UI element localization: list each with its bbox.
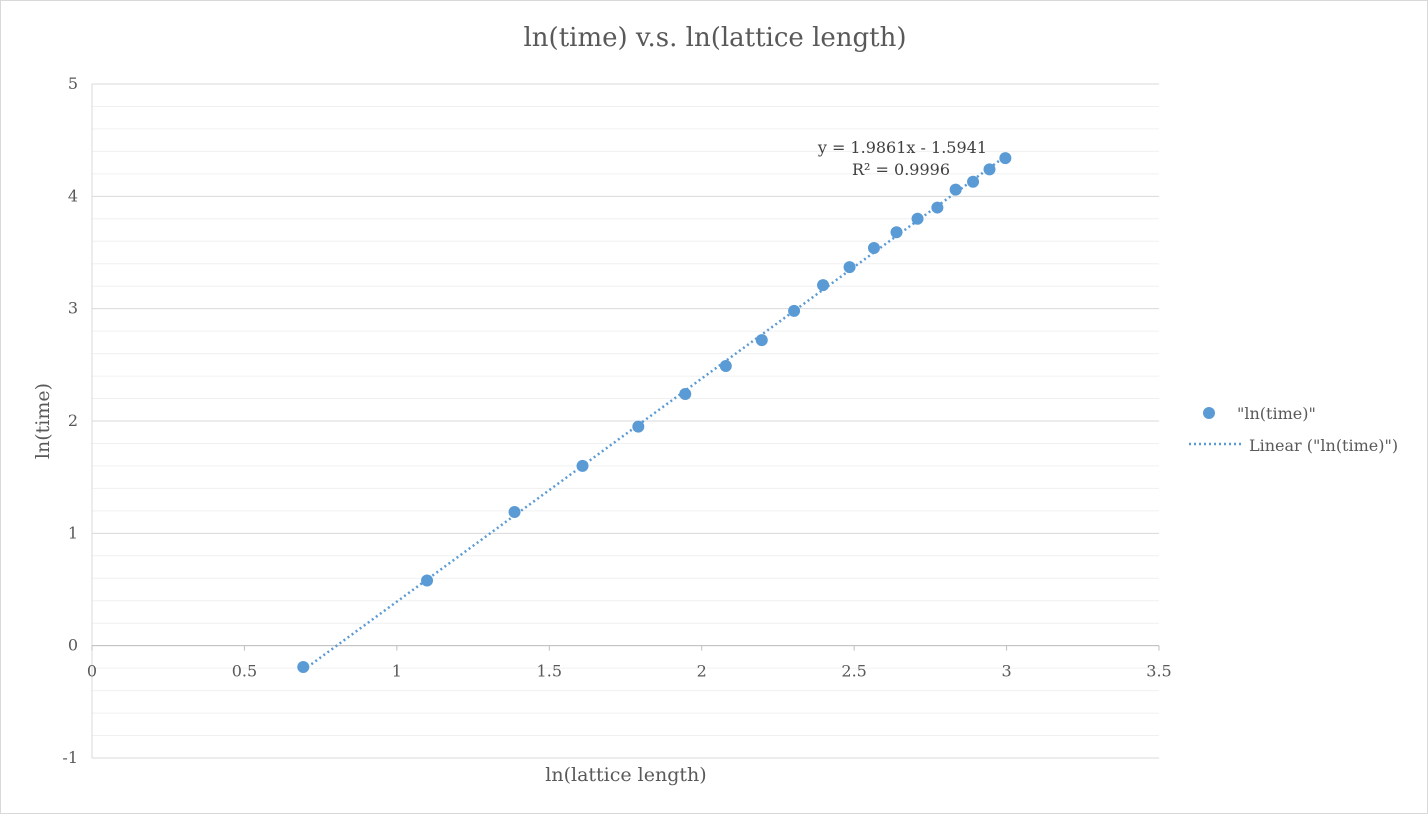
- x-tick-label: 1.5: [537, 662, 562, 681]
- legend: "ln(time)" Linear ("ln(time)"): [1189, 404, 1398, 455]
- y-axis-title: ln(time): [32, 383, 54, 459]
- x-tick-label: 1: [392, 662, 402, 681]
- y-tick-label: 1: [68, 523, 78, 542]
- y-tick-label: 5: [68, 74, 78, 93]
- trendline: [302, 155, 1007, 672]
- data-point: [817, 279, 830, 292]
- trendline-equation: y = 1.9861x - 1.5941: [817, 138, 987, 157]
- y-tick-label: 0: [68, 636, 78, 655]
- trendline-layer: [302, 155, 1007, 672]
- grid: [92, 83, 1159, 759]
- x-tick-label: 2.5: [841, 662, 866, 681]
- y-tick-label: -1: [62, 748, 78, 767]
- trendline-r2: R² = 0.9996: [852, 160, 950, 179]
- axes: [91, 84, 1160, 758]
- data-point: [632, 420, 645, 433]
- data-point: [890, 226, 903, 239]
- data-points: [297, 152, 1012, 674]
- data-point: [508, 505, 521, 518]
- chart-title: ln(time) v.s. ln(lattice length): [523, 23, 906, 53]
- legend-label-trendline: Linear ("ln(time)"): [1249, 436, 1398, 455]
- data-point: [421, 574, 434, 587]
- data-point: [999, 152, 1012, 165]
- y-tick-label: 3: [68, 299, 78, 318]
- data-point: [931, 201, 944, 214]
- data-point: [679, 388, 692, 401]
- x-tick-label: 0: [87, 662, 97, 681]
- data-point: [967, 175, 980, 188]
- x-tick-label: 3: [1001, 662, 1011, 681]
- data-point: [576, 459, 589, 472]
- data-point: [911, 212, 924, 225]
- legend-label-scatter: "ln(time)": [1237, 404, 1316, 423]
- x-tick-label: 2: [697, 662, 707, 681]
- data-point: [983, 163, 996, 176]
- data-point: [949, 183, 962, 196]
- x-tick-label: 0.5: [232, 662, 257, 681]
- legend-marker-scatter: [1203, 407, 1215, 419]
- y-tick-label: 4: [68, 186, 78, 205]
- data-point: [788, 304, 801, 317]
- data-point: [719, 359, 732, 372]
- data-point: [867, 242, 880, 255]
- data-point: [755, 334, 768, 347]
- data-point: [843, 261, 856, 274]
- x-tick-label: 3.5: [1146, 662, 1171, 681]
- x-axis-title: ln(lattice length): [545, 764, 706, 786]
- y-tick-label: 2: [68, 411, 78, 430]
- tick-labels: -1 0 1 2 3 4 5 0 0.5 1 1.5 2 2.5 3 3.5: [62, 74, 1171, 767]
- data-point: [297, 661, 310, 674]
